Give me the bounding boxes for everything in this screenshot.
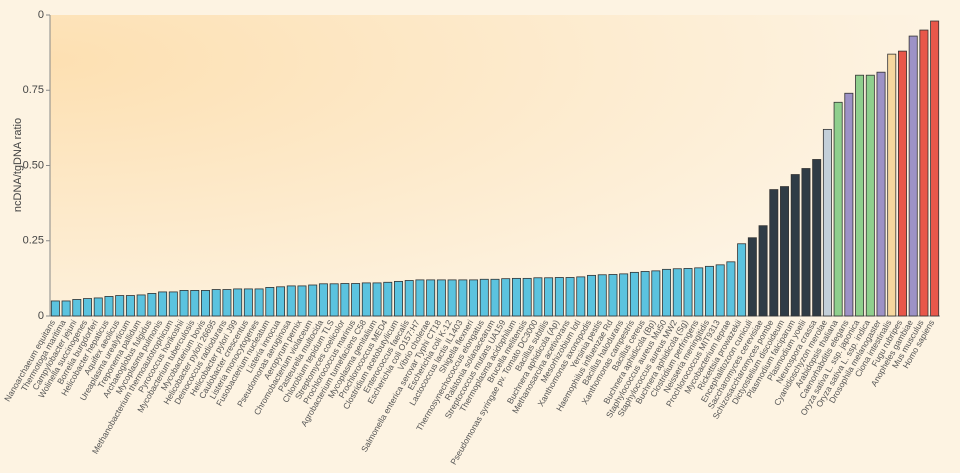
bar bbox=[801, 168, 811, 317]
bar bbox=[254, 288, 264, 317]
bar bbox=[222, 289, 232, 317]
y-tick-label: 0.75 bbox=[23, 84, 44, 96]
bar bbox=[865, 74, 875, 317]
bar bbox=[308, 284, 318, 317]
bar bbox=[211, 289, 221, 317]
bar bbox=[855, 74, 865, 317]
bar bbox=[415, 279, 425, 317]
bar bbox=[587, 274, 596, 317]
bar bbox=[190, 290, 200, 317]
bar bbox=[243, 288, 253, 317]
bar bbox=[404, 280, 414, 317]
bar bbox=[340, 283, 350, 317]
y-tick-label: 0.25 bbox=[23, 235, 44, 247]
bar bbox=[61, 300, 71, 317]
y-axis-label: ncDNA/tgDNA ratio bbox=[12, 118, 24, 212]
bar bbox=[351, 283, 361, 317]
bar bbox=[426, 279, 436, 317]
bar bbox=[694, 267, 704, 317]
bar bbox=[318, 283, 328, 317]
bar bbox=[640, 271, 650, 317]
bar bbox=[458, 279, 468, 317]
bar bbox=[490, 278, 500, 317]
bar bbox=[715, 264, 725, 317]
bar bbox=[383, 281, 393, 317]
bar bbox=[533, 277, 543, 317]
bar bbox=[737, 243, 747, 317]
bar bbox=[50, 300, 60, 317]
bar bbox=[608, 274, 618, 317]
bar bbox=[597, 274, 607, 317]
bar bbox=[822, 128, 832, 317]
bar bbox=[276, 286, 286, 317]
bar bbox=[93, 297, 103, 317]
bar bbox=[297, 285, 307, 317]
bar bbox=[265, 287, 275, 317]
bar bbox=[747, 237, 757, 317]
bar bbox=[168, 291, 178, 317]
bar bbox=[447, 279, 457, 317]
bar bbox=[812, 159, 822, 317]
bar bbox=[104, 296, 114, 317]
bar bbox=[704, 265, 714, 317]
bar bbox=[833, 101, 843, 317]
bar bbox=[565, 277, 575, 317]
bar bbox=[576, 276, 586, 317]
y-tick-label: 0.50 bbox=[23, 159, 44, 171]
bar bbox=[394, 280, 403, 317]
bar bbox=[469, 279, 479, 317]
bar bbox=[683, 268, 693, 317]
bar bbox=[158, 291, 168, 317]
bar bbox=[887, 53, 897, 317]
bar bbox=[436, 279, 446, 317]
bar bbox=[511, 277, 521, 317]
bar bbox=[897, 50, 907, 317]
bar bbox=[919, 29, 929, 317]
bar bbox=[844, 92, 854, 317]
bar bbox=[136, 294, 146, 317]
bar bbox=[908, 35, 918, 317]
bar bbox=[544, 277, 554, 317]
bar bbox=[758, 225, 768, 317]
bar bbox=[930, 20, 940, 317]
bar bbox=[147, 293, 157, 317]
bar bbox=[501, 278, 511, 317]
bar bbox=[479, 278, 489, 317]
bar bbox=[361, 282, 371, 317]
bar bbox=[726, 261, 736, 317]
bar bbox=[662, 268, 672, 317]
bar bbox=[619, 273, 629, 317]
bar bbox=[329, 283, 339, 317]
bar bbox=[790, 174, 800, 317]
bar bbox=[83, 298, 93, 317]
bar bbox=[876, 71, 886, 317]
bar bbox=[769, 189, 779, 317]
bar bbox=[780, 186, 789, 317]
bar bbox=[554, 277, 564, 317]
y-tick-label: 0 bbox=[38, 9, 44, 21]
bar bbox=[72, 299, 82, 317]
bar bbox=[372, 282, 382, 317]
bar bbox=[522, 277, 532, 317]
y-tick-label: 0 bbox=[38, 310, 44, 322]
bar bbox=[286, 285, 296, 317]
bar bbox=[179, 290, 189, 317]
bar bbox=[651, 270, 661, 317]
bar bbox=[125, 295, 135, 317]
bar bbox=[115, 295, 125, 317]
bar bbox=[629, 271, 639, 317]
bar bbox=[672, 268, 682, 317]
bar bbox=[233, 288, 243, 317]
bar bbox=[201, 290, 210, 317]
